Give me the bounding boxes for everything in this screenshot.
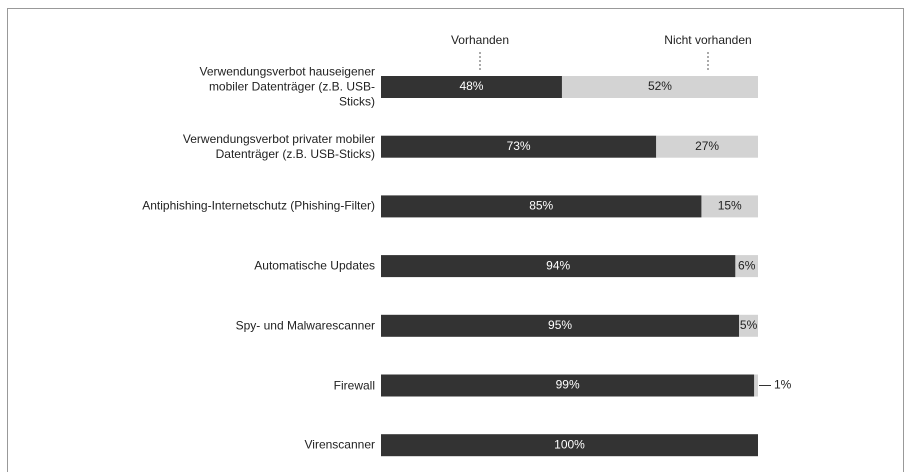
value-label: 1% [774,378,792,392]
value-label: 99% [556,378,580,392]
bar-segment [381,374,755,397]
bar-segment [735,255,758,278]
value-label: 27% [695,139,719,153]
bar-segment [561,76,758,98]
value-label: 6% [738,258,756,272]
value-label: 85% [529,199,553,213]
legend-label: Vorhanden [451,33,509,47]
category-label: Virenscanner [304,437,376,452]
bar-segment [381,76,562,98]
value-label: 94% [546,258,570,272]
value-label: 73% [507,139,531,153]
category-label: Verwendungsverbot privater mobiler Daten… [182,131,375,161]
category-label: Firewall [333,378,375,392]
category-label: Verwendungsverbot hauseigener mobiler Da… [199,64,375,109]
category-label: Automatische Updates [254,258,375,273]
value-label: 95% [548,318,572,332]
bar-segment [381,314,740,337]
bar-segment [381,135,657,158]
bar-segment [739,314,758,337]
value-label: 100% [554,437,585,451]
value-label: 52% [648,79,672,93]
value-label: 5% [740,318,758,332]
bar-segment [381,434,758,457]
value-label: 15% [718,199,742,213]
bar-segment [656,135,758,158]
legend-label: Nicht vorhanden [664,33,751,47]
category-label: Antiphishing-Internetschutz (Phishing-Fi… [142,198,375,213]
bar-segment [754,374,758,397]
bar-segment [701,195,758,218]
value-label: 48% [459,79,483,93]
bar-segment [381,195,702,218]
frame [7,8,904,472]
category-label: Spy- und Malwarescanner [235,318,375,333]
bar-segment [381,255,736,278]
